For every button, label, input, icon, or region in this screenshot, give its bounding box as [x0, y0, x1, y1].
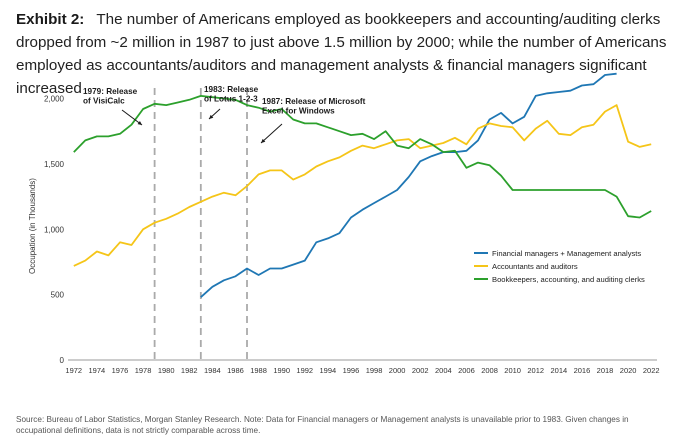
- exhibit-label: Exhibit 2:: [16, 11, 85, 28]
- title-text: The number of Americans employed as book…: [16, 11, 667, 97]
- annotation-label-1987: Excel for Windows: [262, 107, 335, 116]
- x-tick-label: 2022: [643, 366, 660, 375]
- annotation-label-1987: 1987: Release of Microsoft: [262, 97, 366, 106]
- x-tick-label: 1990: [273, 366, 290, 375]
- series-line-2: [73, 104, 652, 267]
- y-tick-label: 0: [60, 356, 65, 365]
- legend-label-2: Accountants and auditors: [492, 262, 578, 271]
- x-tick-label: 1996: [343, 366, 360, 375]
- x-tick-label: 2016: [574, 366, 591, 375]
- annotation-label-1983: 1983: Release: [204, 85, 259, 94]
- x-tick-label: 1978: [135, 366, 152, 375]
- annotation-label-1983: of Lotus 1-2-3: [204, 95, 258, 104]
- x-tick-label: 1972: [65, 366, 82, 375]
- y-tick-label: 2,000: [44, 95, 65, 104]
- x-tick-label: 1998: [366, 366, 383, 375]
- chart-title: Exhibit 2: The number of Americans employ…: [16, 8, 676, 100]
- legend-label-3: Bookkeepers, accounting, and auditing cl…: [492, 275, 645, 284]
- x-tick-label: 2008: [481, 366, 498, 375]
- x-tick-label: 1988: [250, 366, 267, 375]
- annotation-arrow-1979: [121, 109, 143, 126]
- source-note: Source: Bureau of Labor Statistics, Morg…: [16, 415, 629, 435]
- x-tick-label: 2004: [435, 366, 452, 375]
- x-tick-label: 2010: [504, 366, 521, 375]
- series-line-1: [200, 72, 617, 298]
- x-tick-label: 1982: [181, 366, 198, 375]
- x-tick-label: 1984: [204, 366, 221, 375]
- annotation-arrow-1987: [260, 123, 283, 144]
- legend-label-1: Financial managers + Management analysts: [492, 249, 641, 258]
- series-line-3: [73, 95, 652, 219]
- x-tick-label: 2002: [412, 366, 429, 375]
- x-tick-label: 1976: [112, 366, 129, 375]
- x-tick-label: 2018: [597, 366, 614, 375]
- y-axis-label: Occupation (in Thousands): [28, 178, 37, 274]
- x-tick-label: 2006: [458, 366, 475, 375]
- annotation-arrowhead-1979: [137, 121, 142, 125]
- x-tick-label: 2012: [527, 366, 544, 375]
- x-tick-label: 1994: [320, 366, 337, 375]
- x-tick-label: 2014: [550, 366, 567, 375]
- x-tick-label: 1986: [227, 366, 244, 375]
- x-tick-label: 2000: [389, 366, 406, 375]
- y-tick-label: 500: [51, 291, 65, 300]
- x-tick-label: 2020: [620, 366, 637, 375]
- annotation-arrowhead-1987: [261, 138, 266, 143]
- x-tick-label: 1992: [296, 366, 313, 375]
- y-tick-label: 1,500: [44, 160, 65, 169]
- annotation-arrowhead-1983: [209, 114, 214, 119]
- annotation-label-1979: 1979: Release: [83, 87, 138, 96]
- x-tick-label: 1980: [158, 366, 175, 375]
- annotation-label-1979: of VisiCalc: [83, 97, 125, 106]
- y-tick-label: 1,000: [44, 225, 65, 234]
- x-tick-label: 1974: [89, 366, 106, 375]
